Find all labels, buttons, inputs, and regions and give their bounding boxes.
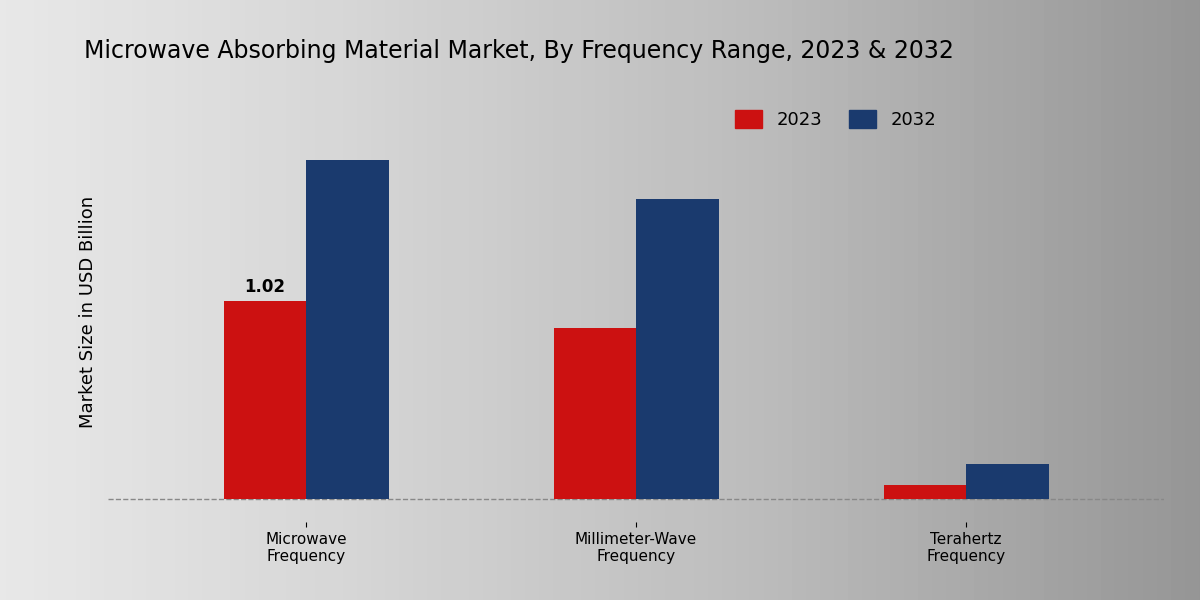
Bar <box>883 485 966 499</box>
Bar <box>553 328 636 499</box>
Legend: 2023, 2032: 2023, 2032 <box>727 103 943 136</box>
Bar <box>223 301 306 499</box>
Bar <box>966 464 1049 499</box>
Y-axis label: Market Size in USD Billion: Market Size in USD Billion <box>79 196 97 428</box>
Text: 1.02: 1.02 <box>245 278 286 296</box>
Bar <box>306 160 389 499</box>
Bar <box>636 199 719 499</box>
Text: Microwave Absorbing Material Market, By Frequency Range, 2023 & 2032: Microwave Absorbing Material Market, By … <box>84 39 954 63</box>
